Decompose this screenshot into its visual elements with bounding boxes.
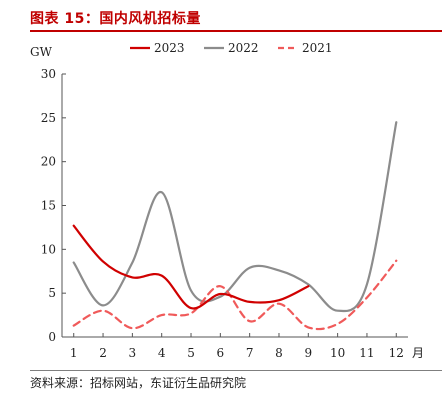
y-tick-label: 10: [41, 242, 56, 256]
x-tick-label: 2: [99, 346, 107, 360]
y-tick-label: 30: [41, 67, 56, 81]
y-tick-label: 0: [48, 330, 56, 344]
x-tick-label: 3: [129, 346, 137, 360]
chart-legend: 2023 2022 2021: [130, 41, 333, 55]
series-line-2022: [72, 121, 398, 313]
x-tick-label: 7: [246, 346, 254, 360]
x-tick-label: 6: [217, 346, 225, 360]
x-tick-label: 4: [158, 346, 166, 360]
source-note: 资料来源：招标网站，东证衍生品研究院: [30, 376, 247, 390]
series-line-2023: [72, 224, 310, 310]
source-rule: [30, 370, 442, 371]
y-tick-label: 5: [48, 286, 56, 300]
series-line-2021: [72, 259, 398, 331]
legend-label-2022: 2022: [228, 41, 259, 55]
figure-title: 图表 15：国内风机招标量: [30, 11, 201, 27]
x-tick-label: 5: [187, 346, 195, 360]
legend-label-2023: 2023: [154, 41, 185, 55]
x-tick-label: 10: [330, 346, 345, 360]
y-axis-unit-label: GW: [30, 45, 53, 59]
title-rule: [30, 30, 442, 32]
x-tick-label: 11: [359, 346, 374, 360]
y-tick-label: 20: [41, 155, 56, 169]
y-tick-label: 15: [41, 199, 56, 213]
x-tick-label: 12: [389, 346, 404, 360]
x-tick-label: 1: [70, 346, 78, 360]
legend-label-2021: 2021: [302, 41, 333, 55]
series-layer: [72, 121, 398, 331]
y-tick-label: 25: [41, 111, 56, 125]
x-tick-label: 8: [275, 346, 283, 360]
x-tick-label: 9: [304, 346, 312, 360]
x-axis-unit-label: 月: [412, 346, 424, 360]
